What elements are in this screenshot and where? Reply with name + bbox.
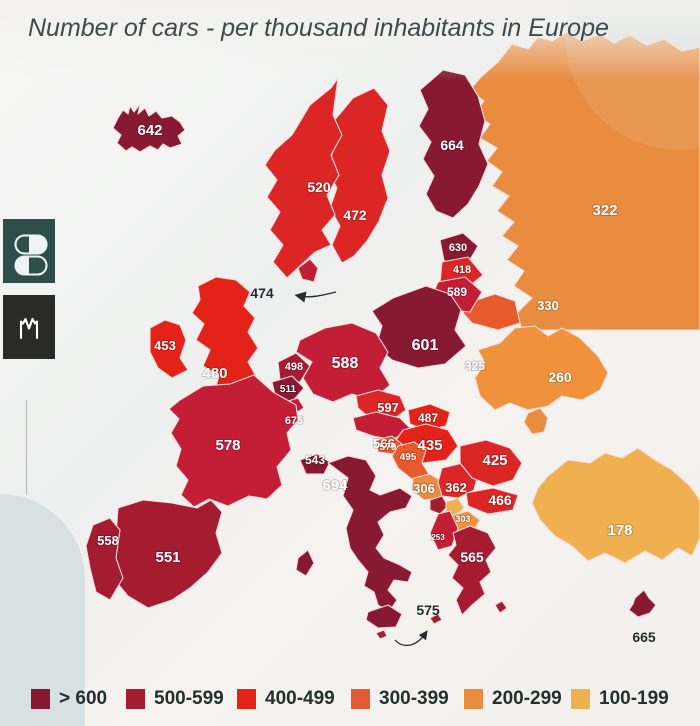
svg-text:597: 597 [377,400,399,415]
svg-text:474: 474 [250,285,274,301]
svg-text:665: 665 [632,629,656,645]
svg-text:575: 575 [416,602,440,618]
svg-text:330: 330 [537,298,559,313]
svg-text:495: 495 [400,452,417,463]
svg-text:498: 498 [285,361,303,373]
svg-text:601: 601 [412,337,439,354]
svg-text:466: 466 [488,492,512,508]
svg-text:578: 578 [215,437,240,454]
svg-text:642: 642 [137,122,162,139]
svg-text:588: 588 [332,355,359,372]
svg-text:675: 675 [285,415,303,427]
svg-text:303: 303 [455,514,470,524]
svg-text:178: 178 [607,522,632,539]
svg-text:664: 664 [440,137,464,153]
svg-text:435: 435 [417,437,442,454]
svg-text:579: 579 [380,442,397,453]
svg-text:480: 480 [202,365,227,382]
svg-text:558: 558 [97,533,119,548]
svg-text:253: 253 [431,533,445,542]
svg-text:322: 322 [592,202,617,219]
svg-text:362: 362 [445,480,467,495]
svg-text:325: 325 [465,359,485,373]
svg-text:511: 511 [280,384,297,395]
svg-text:543: 543 [305,453,325,467]
svg-text:418: 418 [453,264,471,276]
svg-text:472: 472 [343,207,367,223]
svg-text:520: 520 [307,179,331,195]
svg-text:425: 425 [482,452,507,469]
svg-text:487: 487 [418,411,438,425]
svg-text:453: 453 [154,338,176,353]
svg-text:551: 551 [155,549,180,566]
svg-text:565: 565 [460,549,484,565]
svg-text:589: 589 [447,285,467,299]
svg-text:694: 694 [322,477,348,494]
svg-text:306: 306 [413,481,435,496]
svg-text:630: 630 [449,242,467,254]
svg-text:260: 260 [548,369,572,385]
